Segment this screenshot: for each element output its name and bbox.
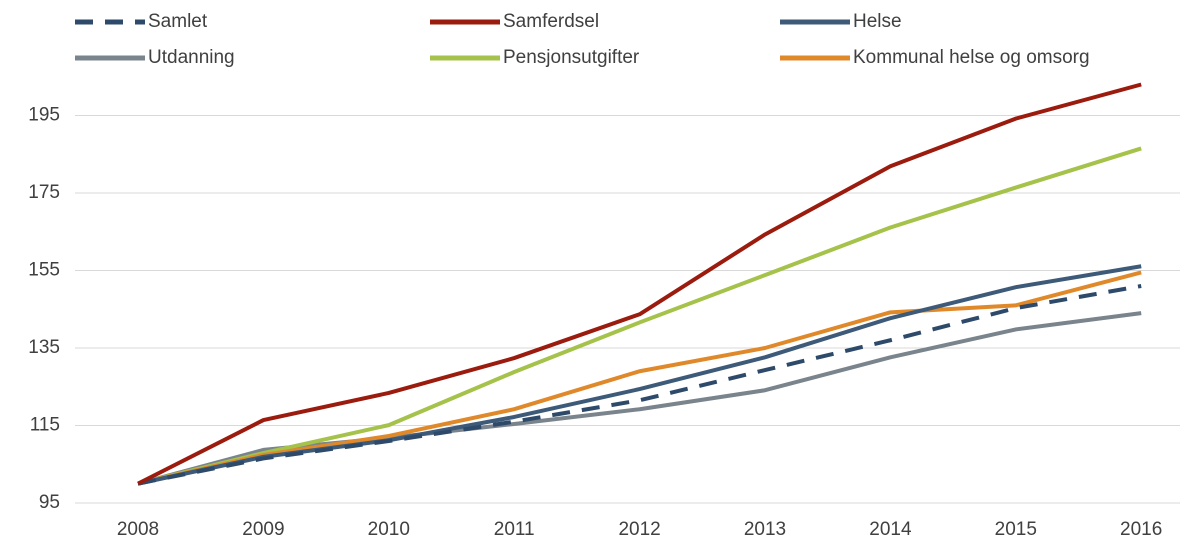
y-tick-label: 95 — [39, 492, 60, 513]
x-tick-label: 2014 — [869, 519, 912, 540]
legend-label: Samlet — [148, 11, 208, 32]
x-tick-label: 2010 — [368, 519, 410, 540]
legend-label: Samferdsel — [503, 11, 599, 32]
x-tick-label: 2008 — [117, 519, 159, 540]
y-tick-label: 155 — [28, 260, 60, 281]
x-tick-label: 2009 — [242, 519, 284, 540]
y-tick-label: 175 — [28, 182, 60, 203]
x-tick-label: 2012 — [618, 519, 660, 540]
series-line — [137, 264, 1142, 486]
series-line — [137, 82, 1142, 486]
series-line — [137, 311, 1142, 486]
legend-label: Helse — [853, 11, 902, 32]
legend-label: Pensjonsutgifter — [503, 47, 640, 68]
series-line — [137, 146, 1142, 486]
x-tick-label: 2016 — [1120, 519, 1162, 540]
x-tick-label: 2011 — [494, 519, 535, 540]
legend-label: Kommunal helse og omsorg — [853, 47, 1090, 68]
series-line — [137, 270, 1142, 486]
legend-label: Utdanning — [148, 47, 235, 68]
y-tick-label: 115 — [30, 415, 60, 436]
y-tick-label: 195 — [28, 105, 60, 126]
series-line — [137, 284, 1142, 486]
x-tick-label: 2015 — [995, 519, 1037, 540]
y-tick-label: 135 — [28, 337, 60, 358]
x-tick-label: 2013 — [744, 519, 786, 540]
